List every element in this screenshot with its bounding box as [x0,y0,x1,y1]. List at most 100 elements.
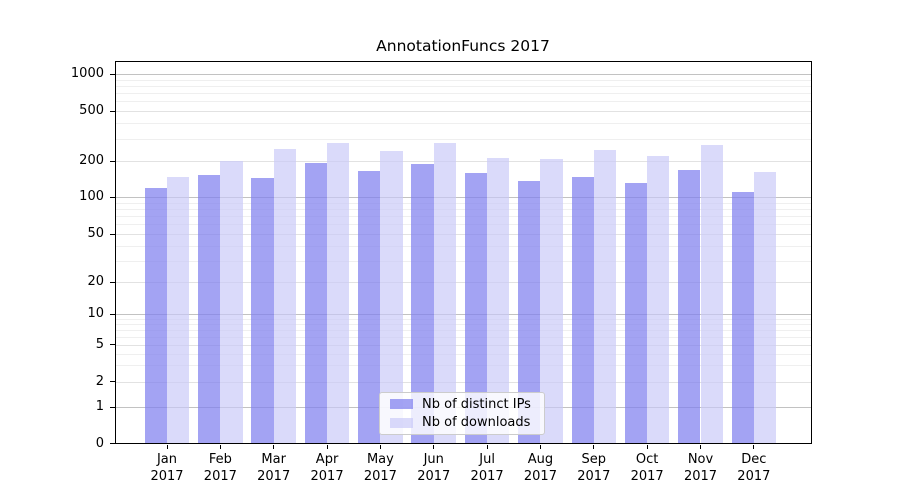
bar-distinct-ips [251,178,274,444]
minor-gridline [115,353,812,355]
x-tick-label: Jan 2017 [150,452,184,484]
x-tick-label: Mar 2017 [257,452,291,484]
sub-gridline [115,381,812,383]
minor-gridline [115,216,812,218]
y-tick [110,160,115,162]
y-tick-label: 1000 [70,66,104,81]
bar-downloads [647,155,670,444]
sub-gridline [115,111,812,112]
x-tick-label: Jul 2017 [470,452,504,484]
x-tick [219,444,221,449]
sub-gridline [115,344,812,346]
minor-gridline [115,224,812,226]
bar-downloads [273,148,296,444]
bar-downloads [487,157,510,444]
bar-downloads [540,159,563,444]
sub-gridline [115,282,812,283]
y-tick [110,344,115,345]
y-tick [110,281,115,283]
y-tick-label: 100 [79,189,104,204]
bar-distinct-ips [678,170,701,444]
legend-row: Nb of distinct IPs [390,396,536,413]
minor-gridline [115,324,812,326]
legend-swatch-distinct-ips [390,399,413,410]
x-tick [273,444,275,449]
bar-distinct-ips [144,188,167,444]
x-tick [379,444,381,449]
bar-downloads [593,149,617,444]
chart-title: AnnotationFuncs 2017 [376,37,550,55]
bar-downloads [700,144,723,444]
bar-distinct-ips [518,181,541,444]
y-tick-label: 0 [95,435,104,451]
x-tick [326,444,328,449]
y-tick-label: 10 [87,306,104,322]
minor-gridline [115,101,812,103]
x-tick-label: Oct 2017 [630,452,664,484]
minor-gridline [115,245,812,247]
bar-downloads [753,171,777,444]
y-tick-label: 20 [87,274,104,289]
x-tick-label: Feb 2017 [203,452,237,484]
sub-gridline [115,161,812,162]
y-tick-label: 5 [95,336,104,352]
bar-downloads [220,160,243,444]
y-tick [110,406,115,408]
x-tick [593,444,595,449]
bar-distinct-ips [571,177,594,444]
bar-distinct-ips [464,172,488,444]
minor-gridline [115,138,812,140]
y-tick [110,73,115,75]
legend-row: Nb of downloads [390,415,536,432]
minor-gridline [115,93,812,95]
x-tick [486,444,488,449]
y-tick-label: 200 [79,153,104,168]
x-tick-label: Sep 2017 [577,452,611,484]
x-tick [753,444,755,449]
minor-gridline [115,209,812,210]
x-tick-label: May 2017 [363,452,397,484]
minor-gridline [115,260,812,262]
minor-gridline [115,123,812,125]
x-tick [700,444,701,449]
bar-downloads [167,176,190,444]
x-tick [646,444,648,449]
x-tick [166,444,168,449]
minor-gridline [115,318,812,320]
bar-downloads [327,142,350,444]
bar-distinct-ips [624,183,648,444]
bar-distinct-ips [411,163,434,444]
bar-distinct-ips [358,170,381,444]
major-gridline [115,314,812,316]
y-tick-label: 500 [79,103,104,118]
legend-label: Nb of downloads [422,415,531,431]
y-tick [110,381,115,382]
x-tick-label: Apr 2017 [310,452,344,484]
bar-distinct-ips [198,174,221,444]
minor-gridline [115,202,812,204]
minor-gridline [115,336,812,338]
minor-gridline [115,85,812,87]
bar-downloads [433,143,457,444]
y-tick-label: 50 [87,226,104,242]
y-tick [110,313,115,315]
x-tick-label: Aug 2017 [523,452,557,484]
x-tick [539,444,541,449]
y-tick [110,196,115,198]
sub-gridline [115,234,812,236]
y-tick [110,110,115,112]
x-tick-label: Nov 2017 [683,452,718,484]
minor-gridline [115,365,812,367]
minor-gridline [115,329,812,331]
legend-label: Nb of distinct IPs [422,396,531,412]
x-tick-label: Jun 2017 [417,452,451,484]
major-gridline [115,74,812,75]
y-tick-label: 1 [95,399,104,414]
x-tick [433,444,435,449]
legend: Nb of distinct IPs Nb of downloads [379,392,545,435]
y-tick [110,443,115,444]
minor-gridline [115,79,812,81]
major-gridline [115,197,812,198]
y-tick-label: 2 [95,373,104,389]
